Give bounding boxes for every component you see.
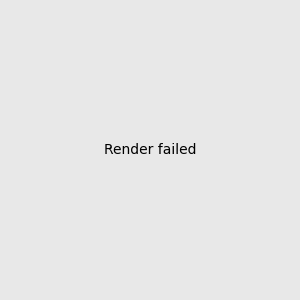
Text: Render failed: Render failed (104, 143, 196, 157)
